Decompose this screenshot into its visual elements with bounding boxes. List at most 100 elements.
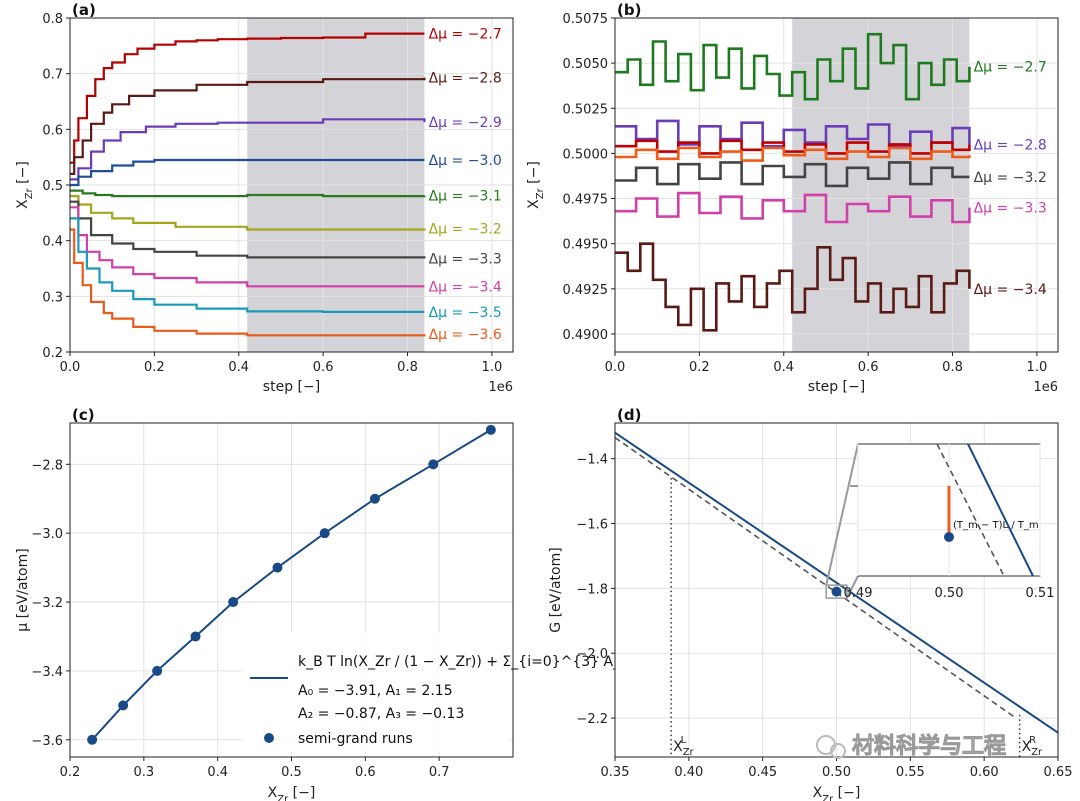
axes-frame (69, 17, 514, 353)
inset-x-tick-label: 0.51 (1026, 586, 1055, 601)
y-axis-label: XZr [−] (526, 161, 546, 209)
series-line (70, 77, 426, 175)
phase-boundary-label: XZrR (1022, 735, 1043, 758)
x-tick-label: 0.5 (281, 765, 302, 780)
series-label: Δμ = −3.3 (974, 201, 1047, 217)
series-label: Δμ = −3.4 (974, 282, 1047, 298)
inset-x-tick-label: 0.49 (844, 586, 873, 601)
y-tick-label: 0.4925 (563, 283, 609, 298)
x-tick-label: 0.65 (1044, 765, 1073, 780)
x-tick-label: 0.4 (228, 360, 249, 375)
axes-frame (69, 422, 514, 758)
y-tick-label: 0.6 (42, 123, 63, 138)
axes-frame (614, 17, 1059, 353)
data-point (87, 734, 98, 745)
series-line (615, 191, 971, 224)
x-tick-label: 1.0 (482, 360, 503, 375)
x-tick-label: 0.0 (605, 360, 626, 375)
x-tick-label: 0.40 (674, 765, 703, 780)
x-axis-label: step [−] (263, 379, 320, 395)
legend-point-swatch (264, 733, 274, 743)
legend-fit-label: k_B T ln(X_Zr / (1 − X_Zr)) + Σ_{i=0}^{3… (298, 654, 676, 670)
x-tick-label: 0.8 (397, 360, 418, 375)
inset: (T_m − T)L / T_m 0.49 0.50 0.51 (844, 443, 1055, 601)
y-tick-label: 0.5000 (563, 147, 609, 162)
equilibrium-marker (831, 586, 842, 597)
series-label: Δμ = −2.9 (429, 115, 502, 131)
x-offset-label: 1e6 (1033, 380, 1058, 395)
zoom-connector (845, 575, 859, 599)
series-label: Δμ = −3.4 (429, 279, 502, 295)
series-label: Δμ = −3.2 (429, 221, 502, 237)
x-tick-label: 0.0 (60, 360, 81, 375)
y-tick-label: −1.8 (576, 582, 608, 597)
legend-box (242, 632, 510, 752)
series-line (70, 118, 426, 181)
panel-b: 0.0 0.2 0.4 0.6 0.8 1.0 0.4900 0.4925 0.4950 0.49… (526, 1, 1059, 395)
y-tick-label: 0.7 (42, 68, 63, 83)
series-label: Δμ = −2.7 (429, 27, 502, 43)
series-line (70, 200, 426, 259)
tangent-line-dashed (614, 436, 1015, 718)
free-energy-line (614, 431, 1059, 734)
x-tick-label: 0.2 (689, 360, 710, 375)
y-tick-label: −3.0 (31, 527, 63, 542)
y-tick-label: −3.6 (31, 734, 63, 749)
x-axis-label: XZr [−] (813, 785, 861, 801)
phase-boundary-label: XZrL (673, 735, 694, 758)
y-tick-label: −3.2 (31, 596, 63, 611)
data-point (228, 597, 239, 608)
data-point (485, 424, 496, 435)
y-tick-label: 0.2 (42, 346, 63, 361)
watermark-text: 材料科学与工程 (852, 733, 1006, 759)
panel-c: 0.2 0.3 0.4 0.5 0.6 0.7 −3.6 −3.4 −3.2 −3.0 −2.8 (c… (15, 406, 676, 801)
y-axis-label: XZr [−] (15, 161, 35, 209)
x-axis-label: step [−] (808, 379, 865, 395)
series-label: Δμ = −3.0 (429, 153, 502, 169)
series-label: Δμ = −2.8 (429, 71, 502, 87)
series-label: Δμ = −3.6 (429, 327, 502, 343)
x-tick-label: 0.8 (942, 360, 963, 375)
y-tick-label: 0.4 (42, 235, 63, 250)
series-label: Δμ = −2.8 (974, 137, 1047, 153)
y-tick-label: 0.8 (42, 12, 63, 27)
series-line (615, 32, 971, 101)
y-tick-label: 0.4900 (563, 328, 609, 343)
series-label: Δμ = −2.7 (974, 60, 1047, 76)
legend-points-label: semi-grand runs (298, 731, 413, 747)
data-point (369, 493, 380, 504)
series-line (70, 206, 425, 288)
watermark: 材料科学与工程 (816, 733, 1006, 759)
x-tick-label: 1.0 (1027, 360, 1048, 375)
x-tick-label: 0.7 (429, 765, 450, 780)
y-tick-label: 0.4950 (563, 238, 609, 253)
y-tick-label: −1.4 (576, 453, 608, 468)
y-tick-label: 0.5050 (563, 57, 609, 72)
x-tick-label: 0.45 (748, 765, 777, 780)
inset-annotation: (T_m − T)L / T_m (953, 520, 1039, 531)
y-axis-label: μ [eV/atom] (15, 548, 31, 631)
x-tick-label: 0.50 (822, 765, 851, 780)
series-line (70, 228, 426, 337)
x-tick-label: 0.2 (60, 765, 81, 780)
x-offset-label: 1e6 (488, 380, 513, 395)
y-tick-label: −2.2 (576, 712, 608, 727)
x-tick-label: 0.6 (858, 360, 879, 375)
fit-curve (91, 429, 492, 741)
legend-params-line1: A₀ = −3.91, A₁ = 2.15 (298, 683, 453, 699)
data-point (428, 459, 439, 470)
y-tick-label: −1.6 (576, 518, 608, 533)
x-tick-label: 0.55 (896, 765, 925, 780)
y-tick-label: 0.5075 (563, 12, 609, 27)
panel-label: (a) (72, 1, 96, 19)
inset-tangent-dashed (936, 443, 1005, 577)
series-line (615, 242, 971, 332)
y-tick-label: 0.4975 (563, 193, 609, 208)
y-tick-label: 0.5 (42, 179, 63, 194)
legend-params-line2: A₂ = −0.87, A₃ = −0.13 (298, 706, 464, 722)
panel-d: 0.35 0.40 0.45 0.50 0.55 0.60 0.65 −2.2 −2.0 −1.8… (548, 406, 1072, 801)
x-tick-label: 0.6 (313, 360, 334, 375)
panel-label: (b) (617, 1, 641, 19)
series-label: Δμ = −3.3 (429, 251, 502, 267)
